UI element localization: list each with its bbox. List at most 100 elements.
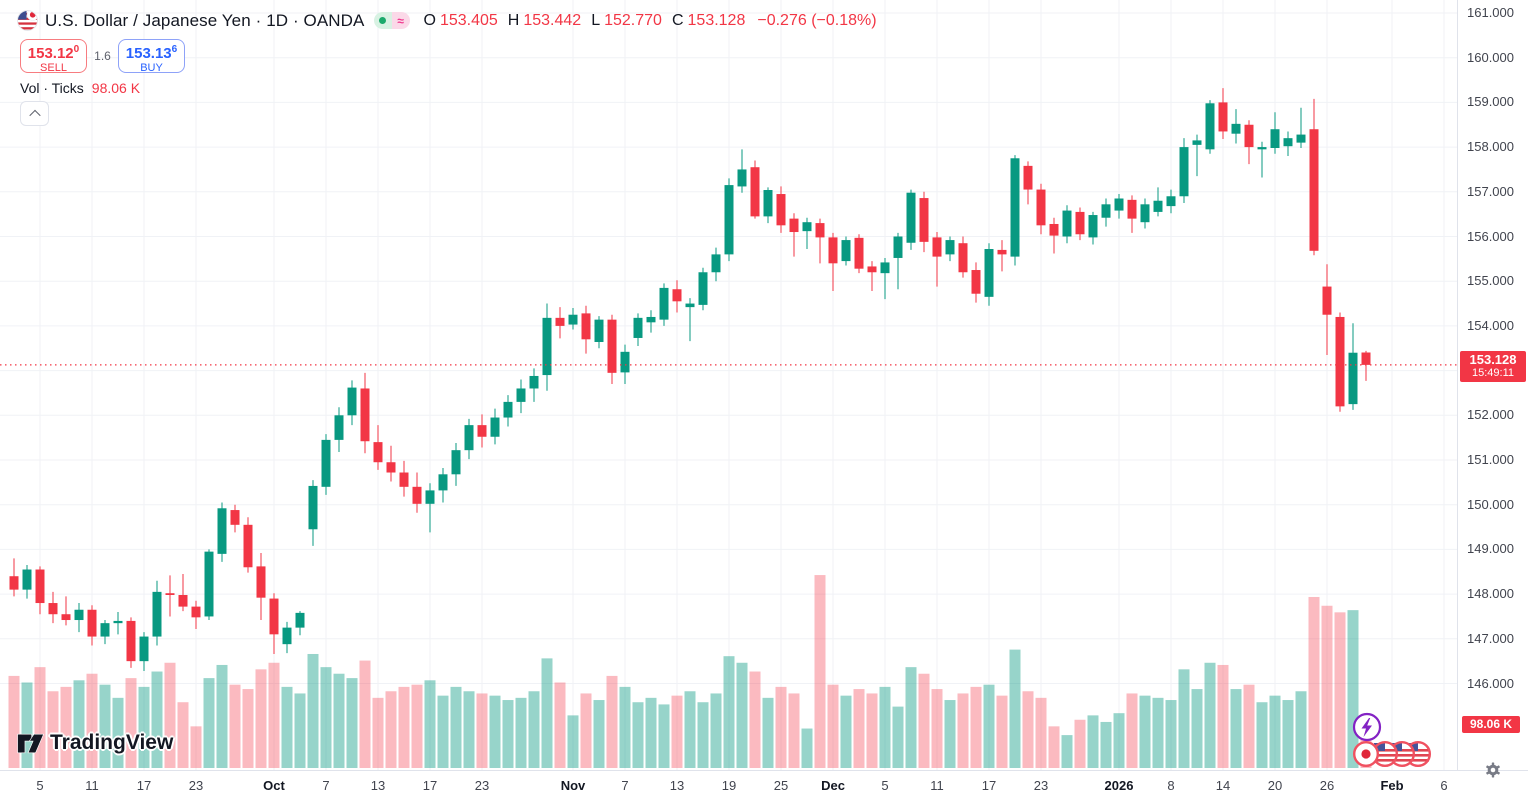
volume-bar[interactable] <box>957 693 969 768</box>
volume-bar[interactable] <box>1269 695 1281 768</box>
candle[interactable] <box>61 614 71 621</box>
candle[interactable] <box>867 266 877 273</box>
volume-bar[interactable] <box>970 686 982 768</box>
candle[interactable] <box>243 524 253 568</box>
volume-bar[interactable] <box>99 684 111 768</box>
volume-bar[interactable] <box>827 684 839 768</box>
volume-bar[interactable] <box>749 671 761 768</box>
candle[interactable] <box>1192 140 1202 145</box>
volume-bar[interactable] <box>567 715 579 768</box>
volume-bar[interactable] <box>294 693 306 768</box>
volume-bar[interactable] <box>21 682 33 768</box>
candle[interactable] <box>373 442 383 463</box>
candle[interactable] <box>672 289 682 302</box>
volume-bar[interactable] <box>1321 605 1333 768</box>
volume-bar[interactable] <box>229 684 241 768</box>
japan-event-icon[interactable] <box>1352 741 1380 768</box>
candle[interactable] <box>1205 103 1215 150</box>
candle[interactable] <box>1283 138 1293 147</box>
candle[interactable] <box>828 237 838 264</box>
candle[interactable] <box>893 236 903 258</box>
candle[interactable] <box>802 222 812 232</box>
candle[interactable] <box>516 388 526 402</box>
symbol-row[interactable]: U.S. Dollar / Japanese Yen · 1D · OANDA … <box>17 10 877 31</box>
volume-bar[interactable] <box>1191 689 1203 768</box>
candle[interactable] <box>347 387 357 416</box>
volume-bar[interactable] <box>1100 721 1112 768</box>
candle[interactable] <box>1361 352 1371 365</box>
volume-bar[interactable] <box>879 686 891 768</box>
volume-bar[interactable] <box>1295 691 1307 768</box>
candle[interactable] <box>9 576 19 590</box>
candle[interactable] <box>1257 147 1267 150</box>
candle[interactable] <box>711 254 721 273</box>
volume-bar[interactable] <box>398 686 410 768</box>
candle[interactable] <box>217 508 227 554</box>
volume-bar[interactable] <box>1022 691 1034 768</box>
volume-bar[interactable] <box>983 684 995 768</box>
volume-bar[interactable] <box>1243 684 1255 768</box>
volume-bar[interactable] <box>905 667 917 768</box>
volume-bar[interactable] <box>268 662 280 768</box>
volume-bar[interactable] <box>1152 697 1164 768</box>
volume-bar[interactable] <box>34 667 46 768</box>
volume-bar[interactable] <box>216 664 228 768</box>
candle[interactable] <box>854 237 864 269</box>
volume-bar[interactable] <box>645 697 657 768</box>
candle[interactable] <box>308 485 318 530</box>
candle[interactable] <box>399 472 409 487</box>
volume-bar[interactable] <box>801 728 813 768</box>
candle[interactable] <box>490 417 500 437</box>
volume-bar[interactable] <box>8 675 20 768</box>
candle[interactable] <box>1062 210 1072 237</box>
candle[interactable] <box>152 591 162 637</box>
candle[interactable] <box>1270 129 1280 148</box>
candle[interactable] <box>997 249 1007 255</box>
candle[interactable] <box>737 169 747 187</box>
candle[interactable] <box>698 272 708 305</box>
candle[interactable] <box>256 566 266 598</box>
candle[interactable] <box>919 198 929 242</box>
candle[interactable] <box>126 620 136 662</box>
volume-bar[interactable] <box>515 697 527 768</box>
volume-bar[interactable] <box>1035 697 1047 768</box>
volume-bar[interactable] <box>710 693 722 768</box>
candle[interactable] <box>620 351 630 373</box>
volume-bar[interactable] <box>372 697 384 768</box>
volume-bar[interactable] <box>47 691 59 768</box>
volume-bar[interactable] <box>619 686 631 768</box>
candle[interactable] <box>932 237 942 257</box>
candle[interactable] <box>971 270 981 294</box>
volume-bar[interactable] <box>788 693 800 768</box>
buy-button[interactable]: 153.136 BUY <box>118 39 185 74</box>
candle[interactable] <box>386 462 396 473</box>
volume-bar[interactable] <box>86 673 98 768</box>
candle[interactable] <box>594 319 604 342</box>
volume-bar[interactable] <box>1126 693 1138 768</box>
candle[interactable] <box>204 551 214 617</box>
candle[interactable] <box>412 486 422 504</box>
volume-bar[interactable] <box>892 706 904 768</box>
volume-bar[interactable] <box>671 695 683 768</box>
volume-bar[interactable] <box>255 669 267 768</box>
candle[interactable] <box>776 194 786 226</box>
tradingview-logo[interactable]: TradingView <box>17 731 173 755</box>
volume-bar[interactable] <box>73 680 85 768</box>
volume-bar[interactable] <box>151 671 163 768</box>
volume-bar[interactable] <box>1256 702 1268 768</box>
candle[interactable] <box>74 609 84 621</box>
candle[interactable] <box>1036 189 1046 226</box>
volume-bar[interactable] <box>541 658 553 768</box>
volume-bar[interactable] <box>1139 695 1151 768</box>
candle[interactable] <box>35 569 45 604</box>
volume-bar[interactable] <box>203 678 215 768</box>
candle[interactable] <box>139 636 149 662</box>
volume-bar[interactable] <box>437 695 449 768</box>
volume-bar[interactable] <box>1061 735 1073 768</box>
candle[interactable] <box>646 316 656 323</box>
candle[interactable] <box>1218 102 1228 132</box>
candle[interactable] <box>555 317 565 326</box>
volume-bar[interactable] <box>1113 713 1125 768</box>
candle[interactable] <box>1127 199 1137 219</box>
volume-bar[interactable] <box>307 653 319 768</box>
